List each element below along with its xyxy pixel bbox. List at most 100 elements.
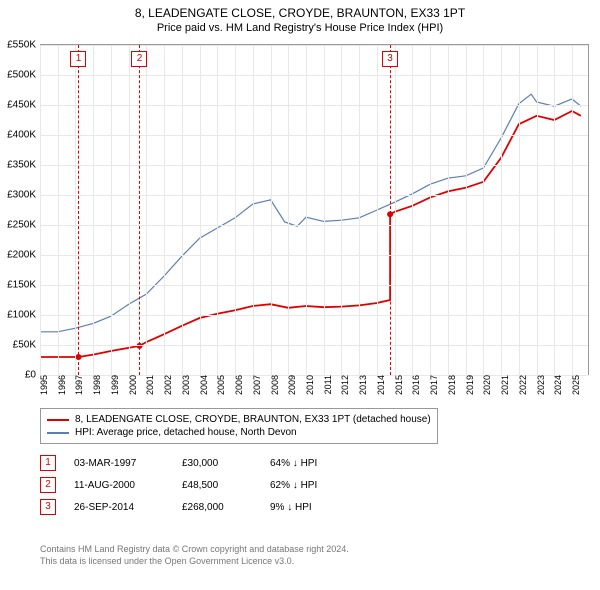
y-axis-label: £150K: [7, 280, 40, 291]
legend-swatch: [47, 419, 69, 421]
gridline-h: [40, 45, 588, 46]
gridline-v: [341, 45, 342, 375]
x-axis-label: 2023: [534, 375, 546, 395]
sale-marker-box: 2: [131, 51, 147, 67]
gridline-v: [200, 45, 201, 375]
x-axis-label: 2007: [250, 375, 262, 395]
transaction-delta: 64% ↓ HPI: [270, 458, 317, 469]
gridline-v: [324, 45, 325, 375]
gridline-v: [483, 45, 484, 375]
y-axis-label: £400K: [7, 130, 40, 141]
x-axis-label: 1997: [72, 375, 84, 395]
transaction-delta: 62% ↓ HPI: [270, 480, 317, 491]
x-axis-label: 2022: [516, 375, 528, 395]
gridline-v: [253, 45, 254, 375]
x-axis-label: 2015: [392, 375, 404, 395]
sale-marker-line: [390, 45, 391, 375]
gridline-v: [501, 45, 502, 375]
gridline-v: [111, 45, 112, 375]
gridline-v: [271, 45, 272, 375]
sale-marker-line: [139, 45, 140, 375]
x-axis-label: 2017: [427, 375, 439, 395]
gridline-v: [217, 45, 218, 375]
transaction-date: 11-AUG-2000: [74, 480, 164, 491]
x-axis-label: 2012: [338, 375, 350, 395]
plot-svg: [40, 45, 588, 375]
x-axis-label: 2019: [463, 375, 475, 395]
sale-marker-box: 3: [382, 51, 398, 67]
gridline-h: [40, 285, 588, 286]
series-hpi: [40, 94, 581, 332]
gridline-v: [466, 45, 467, 375]
gridline-v: [448, 45, 449, 375]
x-axis-label: 2021: [498, 375, 510, 395]
gridline-v: [377, 45, 378, 375]
x-axis-label: 2014: [374, 375, 386, 395]
y-axis-label: £450K: [7, 100, 40, 111]
gridline-h: [40, 255, 588, 256]
footer-attribution: Contains HM Land Registry data © Crown c…: [40, 544, 349, 567]
transaction-delta: 9% ↓ HPI: [270, 502, 312, 513]
y-axis-label: £500K: [7, 70, 40, 81]
x-axis-label: 2002: [161, 375, 173, 395]
transaction-row: 326-SEP-2014£268,0009% ↓ HPI: [40, 496, 317, 518]
x-axis-label: 1998: [90, 375, 102, 395]
y-axis-label: £250K: [7, 220, 40, 231]
x-axis-label: 2011: [321, 375, 333, 394]
legend: 8, LEADENGATE CLOSE, CROYDE, BRAUNTON, E…: [40, 408, 438, 444]
x-axis-label: 2000: [126, 375, 138, 395]
y-axis-label: £350K: [7, 160, 40, 171]
transaction-table: 103-MAR-1997£30,00064% ↓ HPI211-AUG-2000…: [40, 452, 317, 518]
x-axis-label: 2008: [268, 375, 280, 395]
gridline-h: [40, 345, 588, 346]
legend-item: HPI: Average price, detached house, Nort…: [47, 426, 431, 439]
gridline-v: [306, 45, 307, 375]
chart-title: 8, LEADENGATE CLOSE, CROYDE, BRAUNTON, E…: [0, 0, 600, 20]
gridline-v: [164, 45, 165, 375]
x-axis-label: 2004: [197, 375, 209, 395]
series-price_paid: [40, 111, 581, 357]
gridline-h: [40, 105, 588, 106]
footer-line: Contains HM Land Registry data © Crown c…: [40, 544, 349, 556]
x-axis-label: 1999: [108, 375, 120, 395]
transaction-marker-icon: 2: [40, 477, 56, 493]
y-axis-label: £100K: [7, 310, 40, 321]
gridline-v: [554, 45, 555, 375]
x-axis-label: 2025: [569, 375, 581, 395]
legend-item: 8, LEADENGATE CLOSE, CROYDE, BRAUNTON, E…: [47, 413, 431, 426]
gridline-h: [40, 315, 588, 316]
transaction-row: 211-AUG-2000£48,50062% ↓ HPI: [40, 474, 317, 496]
transaction-price: £30,000: [182, 458, 252, 469]
gridline-v: [40, 45, 41, 375]
footer-line: This data is licensed under the Open Gov…: [40, 556, 349, 568]
x-axis-label: 2024: [551, 375, 563, 395]
transaction-row: 103-MAR-1997£30,00064% ↓ HPI: [40, 452, 317, 474]
gridline-v: [182, 45, 183, 375]
gridline-v: [359, 45, 360, 375]
gridline-h: [40, 225, 588, 226]
x-axis-label: 1995: [37, 375, 49, 395]
chart-subtitle: Price paid vs. HM Land Registry's House …: [0, 20, 600, 34]
gridline-v: [288, 45, 289, 375]
x-axis-label: 2001: [143, 375, 155, 395]
y-axis-label: £550K: [7, 40, 40, 51]
x-axis-label: 2005: [214, 375, 226, 395]
x-axis-label: 2018: [445, 375, 457, 395]
gridline-v: [235, 45, 236, 375]
y-axis-label: £200K: [7, 250, 40, 261]
gridline-h: [40, 135, 588, 136]
sale-marker-box: 1: [70, 51, 86, 67]
x-axis-label: 2013: [356, 375, 368, 395]
transaction-marker-icon: 1: [40, 455, 56, 471]
x-axis-label: 2016: [409, 375, 421, 395]
gridline-h: [40, 195, 588, 196]
x-axis-label: 2003: [179, 375, 191, 395]
gridline-v: [519, 45, 520, 375]
gridline-v: [129, 45, 130, 375]
legend-label: 8, LEADENGATE CLOSE, CROYDE, BRAUNTON, E…: [75, 414, 431, 425]
y-axis-label: £300K: [7, 190, 40, 201]
x-axis-label: 2010: [303, 375, 315, 395]
gridline-v: [58, 45, 59, 375]
sale-marker-line: [78, 45, 79, 375]
gridline-v: [93, 45, 94, 375]
